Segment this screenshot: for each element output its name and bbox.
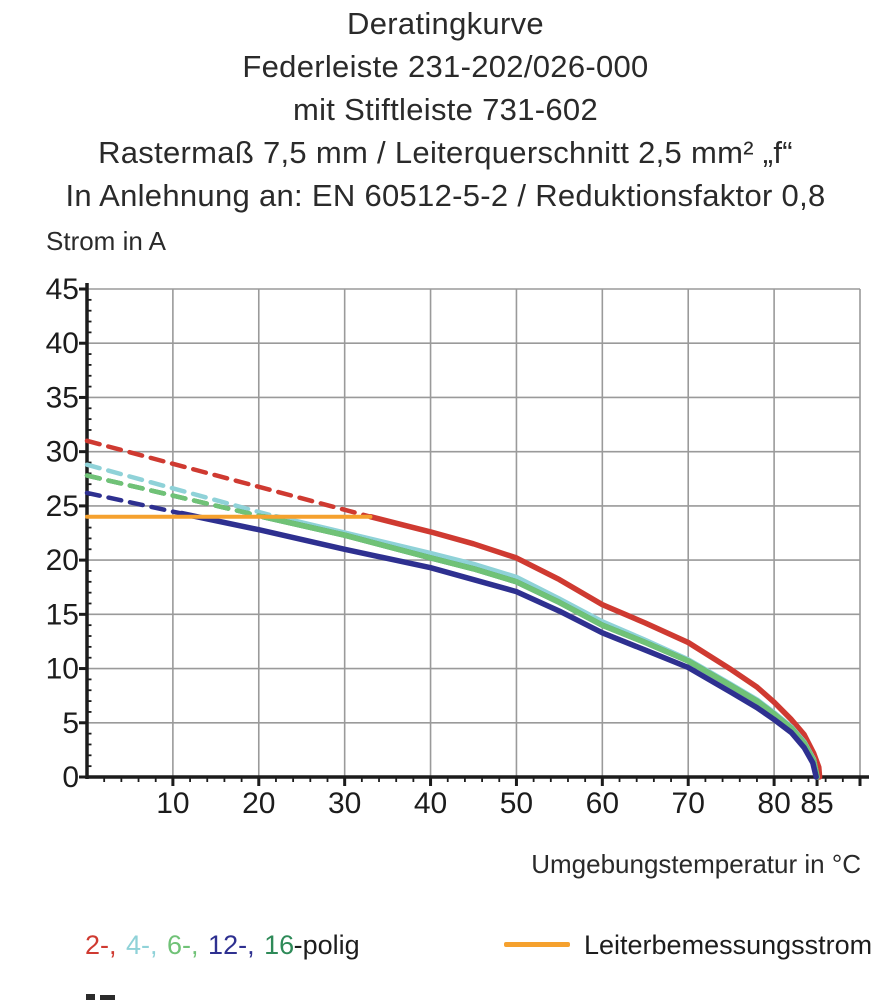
legend-pole-counts: 2-, 4-, 6-, 12-, 16 -polig [85,930,362,961]
legend-token-16-polig: 16 [264,930,302,960]
x-tick-label: 80 [757,787,790,820]
legend-polig-suffix: -polig [293,930,360,960]
x-tick-label: 50 [500,787,533,820]
y-tick-label: 5 [62,707,79,740]
y-axis-title: Strom in A [46,226,166,256]
x-tick-label: 20 [242,787,275,820]
y-tick-label: 45 [46,273,79,306]
cropped-text-artifact [86,994,95,1000]
title-line-2: Federleiste 231-202/026-000 [242,49,649,84]
y-tick-label: 25 [46,490,79,523]
legend-token-12-polig: 12-, [208,930,263,960]
y-tick-label: 20 [46,544,79,577]
y-tick-label: 35 [46,381,79,414]
legend-token-4-polig: 4-, [126,930,166,960]
y-tick-label: 30 [46,436,79,469]
x-tick-label: 10 [156,787,189,820]
title-line-4: Rastermaß 7,5 mm / Leiterquerschnitt 2,5… [98,135,793,170]
x-tick-label: 30 [328,787,361,820]
rated-current-label: Leiterbemessungsstrom [584,930,873,960]
y-tick-label: 15 [46,598,79,631]
x-tick-label: 70 [672,787,705,820]
cropped-text-artifact [100,995,115,1000]
legend-token-2-polig: 2-, [85,930,125,960]
y-tick-label: 40 [46,327,79,360]
x-tick-label: 60 [586,787,619,820]
title-line-3: mit Stiftleiste 731-602 [293,92,598,127]
y-tick-label: 10 [46,653,79,686]
chart-title-block: Deratingkurve Federleiste 231-202/026-00… [0,2,891,217]
legend-token-6-polig: 6-, [167,930,207,960]
title-line-1: Deratingkurve [347,6,544,41]
y-tick-label: 0 [62,761,79,794]
x-tick-label: 85 [800,787,833,820]
title-line-5: In Anlehnung an: EN 60512-5-2 / Reduktio… [65,178,826,213]
x-axis-title: Umgebungstemperatur in °C [531,849,861,879]
x-tick-label: 40 [414,787,447,820]
legend-rated-current: Leiterbemessungsstrom [504,930,872,961]
rated-current-line-swatch [504,942,570,948]
